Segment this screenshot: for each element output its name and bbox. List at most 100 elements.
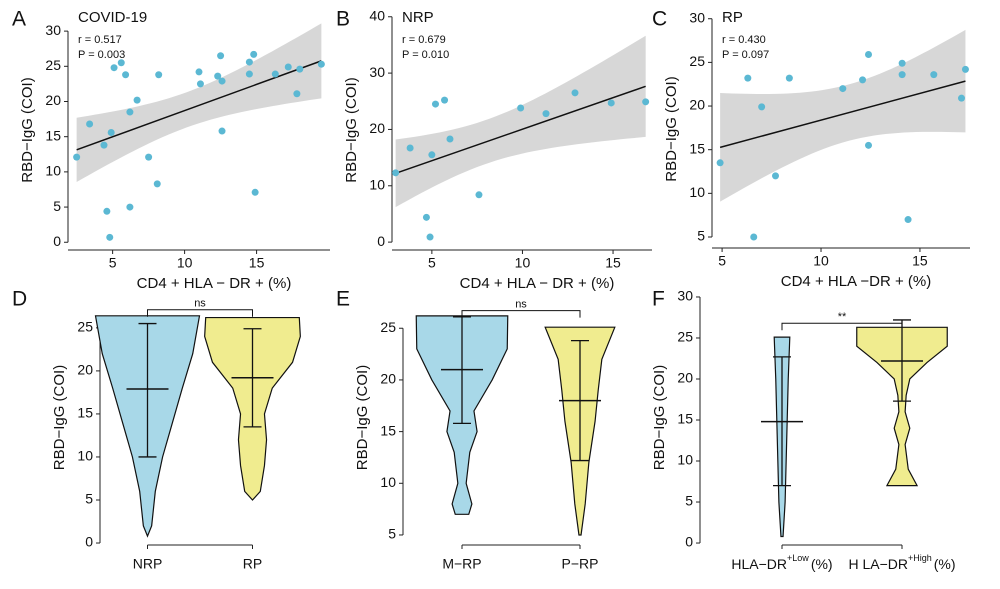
x-tick-label: M−RP [442, 556, 481, 572]
label-suffix: (%) [934, 556, 956, 572]
point [744, 74, 752, 82]
panel-letter: B [336, 8, 350, 31]
point [245, 70, 253, 78]
x-tick-label: 5 [718, 253, 726, 269]
panel-title: NRP [402, 9, 434, 26]
point [475, 191, 483, 199]
point [446, 135, 454, 143]
annotation: P = 0.003 [78, 49, 125, 61]
y-tick-label: 10 [380, 474, 396, 490]
significance-label: ns [194, 298, 206, 310]
y-tick-label: 15 [77, 405, 93, 421]
point [271, 70, 279, 78]
significance-bracket [461, 310, 581, 318]
point [126, 108, 134, 116]
y-tick-label: 0 [685, 534, 693, 550]
point [126, 203, 134, 211]
point [785, 74, 793, 82]
point [251, 188, 259, 196]
point [428, 151, 436, 159]
y-axis-label: RBD−IgG (COI) [663, 76, 680, 181]
point [517, 104, 525, 112]
point [153, 180, 161, 188]
point [957, 94, 965, 102]
point [100, 141, 108, 149]
annotation: r = 0.517 [78, 34, 122, 46]
point [716, 159, 724, 167]
point [571, 89, 579, 97]
y-tick-label: 5 [697, 228, 705, 244]
y-axis-label: RBD−IgG (COI) [651, 365, 668, 470]
panel-letter: A [12, 8, 26, 31]
point [750, 233, 758, 241]
point [392, 169, 400, 177]
label-sup: +Low [787, 553, 809, 563]
y-tick-label: 15 [380, 422, 396, 438]
y-axis-label: RBD−IgG (COI) [51, 365, 68, 470]
x-axis-label: CD4 + HLA − DR + (%) [137, 275, 292, 292]
x-tick-label: RP [243, 556, 262, 572]
label-sup: +High [908, 553, 932, 563]
confidence-band [395, 35, 646, 208]
annotation: P = 0.010 [402, 49, 449, 61]
point [293, 90, 301, 98]
y-tick-label: 10 [689, 184, 705, 200]
panel-letter: D [12, 288, 27, 311]
point [196, 80, 204, 88]
significance-label: ns [515, 299, 527, 311]
point [284, 63, 292, 71]
annotation: P = 0.097 [722, 49, 769, 61]
point [317, 60, 325, 68]
regression-line [719, 80, 966, 149]
point [772, 172, 780, 180]
y-tick-label: 15 [45, 127, 61, 143]
x-tick-label: NRP [133, 556, 163, 572]
x-tick-label: HLA−DR+Low (%) [731, 553, 832, 571]
label-text: H LA−DR [848, 556, 908, 572]
x-tick-label: 15 [249, 255, 265, 271]
point [904, 216, 912, 224]
y-tick-label: 10 [677, 452, 693, 468]
y-tick-label: 20 [689, 97, 705, 113]
panel-title: COVID-19 [78, 9, 147, 26]
x-tick-label: 15 [912, 253, 928, 269]
point [898, 71, 906, 79]
y-tick-label: 10 [77, 448, 93, 464]
point [406, 144, 414, 152]
y-tick-label: 30 [369, 64, 385, 80]
point [296, 65, 304, 73]
y-tick-label: 20 [77, 362, 93, 378]
significance-label: ** [838, 311, 847, 323]
violin [856, 326, 948, 487]
point [155, 71, 163, 79]
point [865, 51, 873, 59]
point [250, 50, 258, 58]
point [422, 213, 430, 221]
y-tick-label: 20 [45, 92, 61, 108]
point [642, 98, 650, 106]
x-tick-label: H LA−DR+High (%) [848, 553, 955, 571]
y-tick-label: 30 [45, 22, 61, 38]
point [217, 52, 225, 60]
point [106, 233, 114, 241]
point [859, 76, 867, 84]
point [426, 233, 434, 241]
point [122, 71, 130, 79]
y-tick-label: 25 [677, 329, 693, 345]
point [133, 96, 141, 104]
y-tick-label: 25 [77, 319, 93, 335]
significance-bracket [147, 309, 253, 317]
point [86, 120, 94, 128]
point [110, 64, 118, 72]
point [930, 71, 938, 79]
annotation: r = 0.679 [402, 34, 446, 46]
point [218, 127, 226, 135]
y-tick-label: 30 [677, 288, 693, 304]
x-tick-label: 10 [813, 253, 829, 269]
x-tick-label: 5 [109, 255, 117, 271]
point [73, 153, 81, 161]
y-tick-label: 5 [53, 198, 61, 214]
y-tick-label: 5 [85, 491, 93, 507]
x-tick-label: 10 [177, 255, 193, 271]
